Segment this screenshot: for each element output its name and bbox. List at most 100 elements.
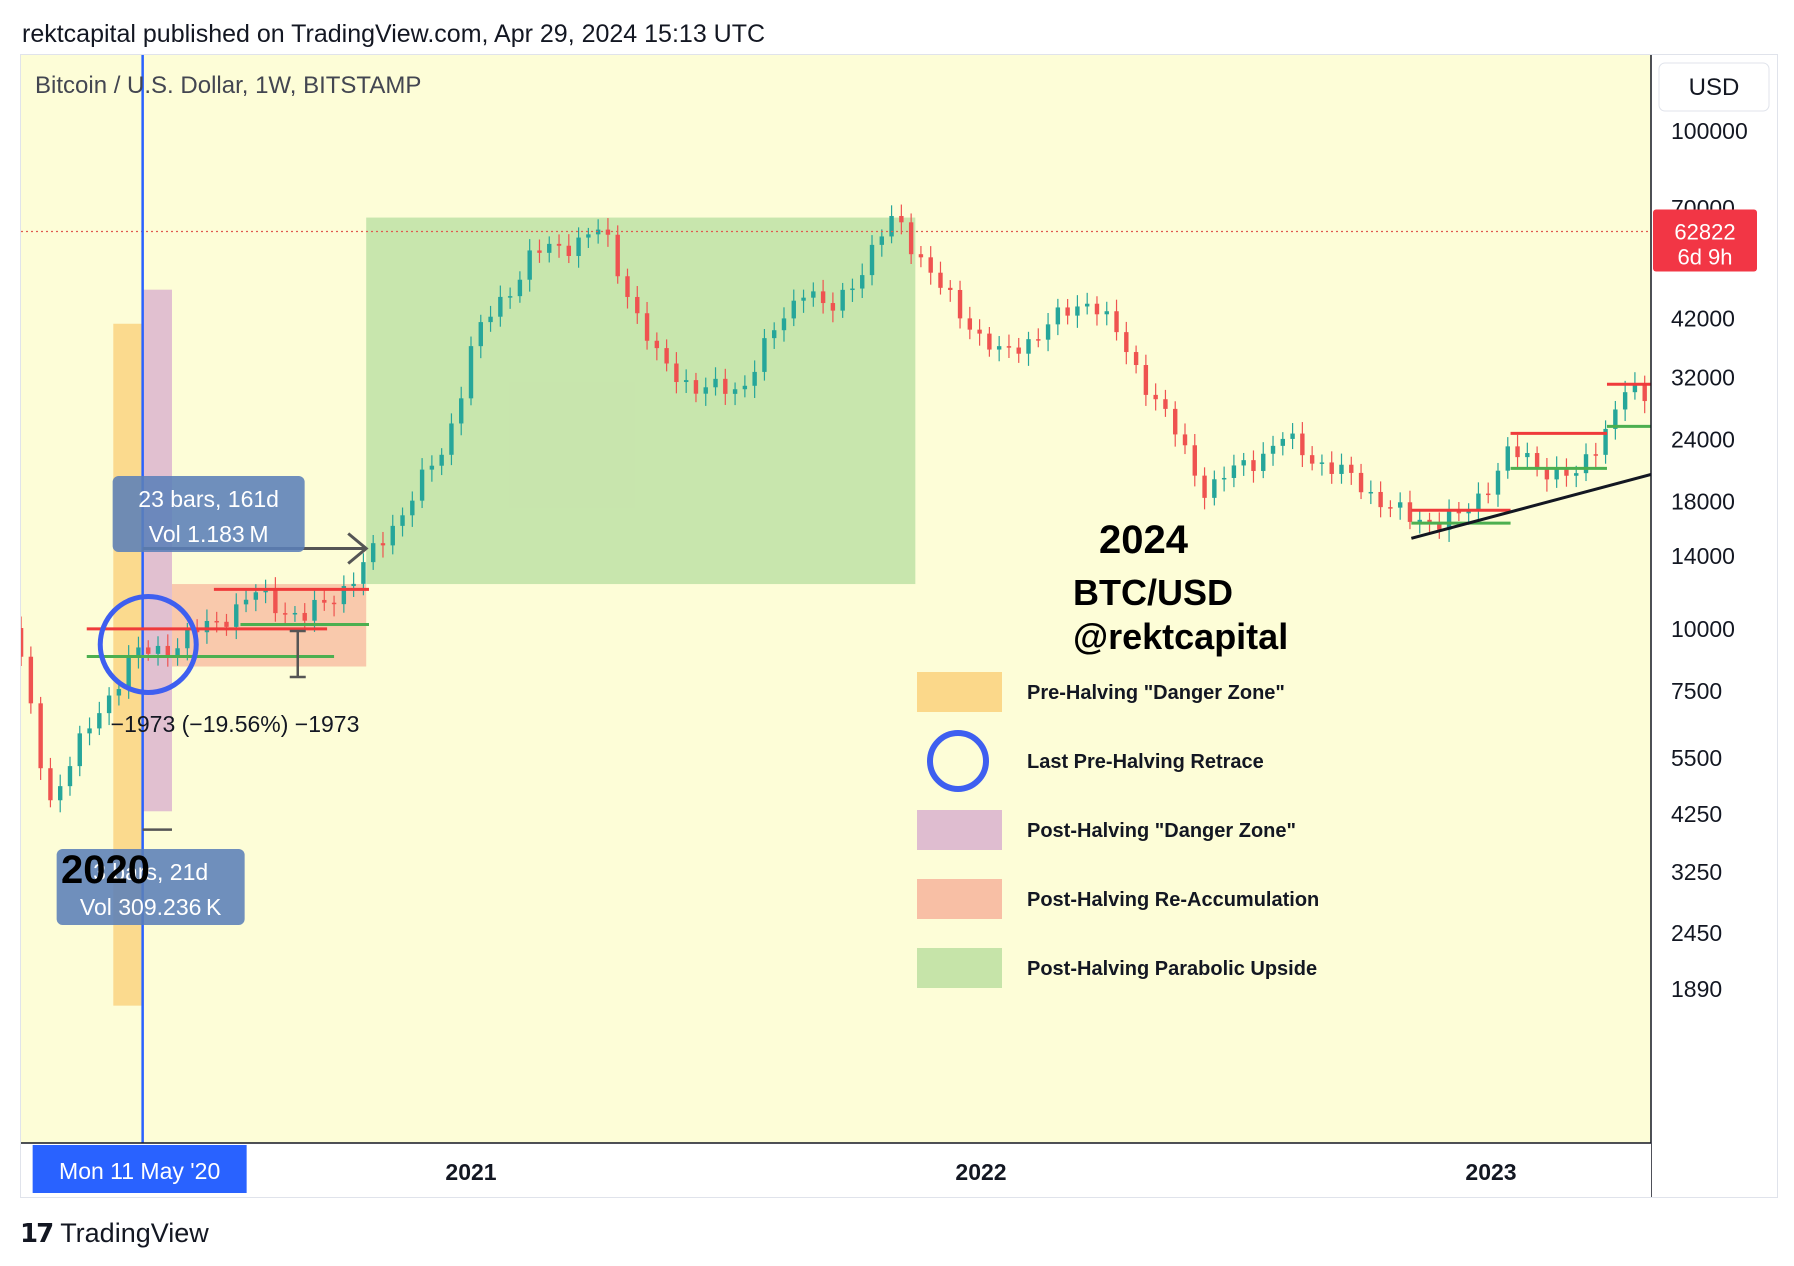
candle-body: [1309, 455, 1315, 464]
candle-body: [1270, 445, 1276, 454]
candle-body: [908, 222, 914, 255]
publisher-line: rektcapital published on TradingView.com…: [22, 20, 766, 48]
candle-body: [1084, 303, 1090, 307]
candle-body: [840, 289, 845, 311]
candle-body: [801, 297, 806, 301]
chart-canvas[interactable]: 3 bars, 21d Vol 309.236 K 23 bars, 161d Vol…: [21, 55, 1777, 1197]
candle-body: [703, 387, 708, 394]
candle-body: [938, 272, 943, 288]
price-tick-label: 2450: [1671, 920, 1722, 946]
currency-button-label[interactable]: USD: [1689, 74, 1740, 101]
candle-body: [1378, 491, 1383, 508]
candle-body: [762, 338, 767, 372]
candle-body: [1026, 339, 1031, 354]
range-box-2020-halving: 3 bars, 21d Vol 309.236 K: [56, 849, 245, 925]
candle-body: [253, 592, 259, 600]
retrace-circle-2020: [97, 594, 199, 696]
range-arrow-head: [347, 532, 369, 565]
candle-body: [400, 515, 405, 526]
candle-body: [1554, 467, 1559, 480]
currency-button[interactable]: [1658, 62, 1770, 112]
price-tick-label: 18000: [1671, 489, 1735, 515]
candle-body: [439, 454, 444, 466]
zone-parabolic-2020: [366, 217, 916, 585]
candle-body: [1446, 510, 1452, 530]
price-tick-label: 3250: [1671, 859, 1722, 885]
candle-body: [879, 236, 884, 245]
candle-body: [468, 346, 474, 399]
legend-swatch: [917, 948, 1002, 988]
candle-body: [214, 620, 219, 623]
date-tag-bg: [32, 1145, 247, 1193]
price-tick-label: 4250: [1671, 801, 1722, 827]
candle-body: [449, 423, 454, 455]
candle-body: [312, 599, 317, 621]
time-tick-label: 2021: [445, 1159, 496, 1185]
candle-body: [850, 288, 855, 291]
candle-body: [488, 316, 493, 323]
candle-body: [595, 229, 601, 235]
candle-body: [351, 583, 356, 587]
candle-body: [1534, 453, 1540, 469]
candle-body: [1006, 346, 1012, 348]
candle-body: [175, 648, 180, 657]
candle-body: [635, 296, 640, 314]
candle-body: [1104, 311, 1109, 315]
candle-body: [693, 380, 699, 394]
price-tick-label: 14000: [1671, 543, 1735, 569]
label-pair: BTC/USD: [1073, 572, 1233, 613]
candle-body: [1339, 464, 1344, 474]
candle-body: [136, 647, 141, 657]
candle-body: [1280, 438, 1286, 446]
candle-body: [948, 287, 953, 290]
candle-body: [1251, 460, 1256, 471]
candle-body: [977, 329, 982, 334]
candle-body: [1622, 392, 1628, 410]
candle-body: [820, 291, 826, 304]
candle-body: [1094, 303, 1100, 315]
range-box-bars: 3 bars, 21d: [93, 859, 208, 885]
candle-body: [547, 243, 552, 253]
candle-body: [1603, 428, 1608, 455]
candle-body: [1456, 510, 1462, 514]
candle-body: [1075, 306, 1080, 316]
candle-body: [1221, 477, 1227, 480]
tradingview-brand: TradingView: [60, 1218, 209, 1248]
candle-body: [507, 296, 513, 298]
time-tick-label: 2023: [1465, 1159, 1516, 1185]
candle-body: [556, 243, 562, 246]
range-box-volume: Vol 1.183 M: [149, 521, 269, 547]
candle-body: [341, 586, 347, 605]
candle-body: [654, 340, 660, 349]
candle-body: [459, 398, 464, 424]
candle-body: [1525, 453, 1530, 458]
legend-swatch: [917, 672, 1002, 712]
candle-body: [1476, 493, 1481, 512]
candle-body: [302, 612, 307, 621]
price-tick-label: 5500: [1671, 745, 1722, 771]
candle-body: [1437, 522, 1442, 530]
candle-body: [1173, 408, 1178, 435]
candle-body: [605, 229, 611, 235]
candle-body: [1486, 493, 1491, 496]
candle-body: [615, 234, 620, 277]
candle-body: [322, 599, 327, 603]
candle-body: [380, 543, 386, 546]
measure-bracket-2020: [289, 629, 306, 679]
price-tick-label: 100000: [1671, 118, 1748, 144]
candle-body: [419, 469, 425, 501]
candle-body: [1388, 507, 1393, 509]
range-box-2020-parabolic: 23 bars, 161d Vol 1.183 M: [112, 476, 305, 552]
axis-tags: Mon 11 May '20Mon 15 Apr '24628226d 9h: [32, 209, 1757, 1193]
candle-body: [1192, 445, 1197, 476]
candle-body: [869, 244, 875, 276]
candle-body: [928, 257, 933, 273]
candle-body: [1202, 475, 1207, 498]
price-tick-label: 42000: [1671, 306, 1735, 332]
candle-body: [967, 318, 973, 330]
tradingview-logo[interactable]: 17 TradingView: [20, 1218, 209, 1249]
candle-body: [1045, 324, 1051, 340]
candle-body: [1593, 454, 1598, 456]
candle-body: [1212, 479, 1217, 498]
legend-label: Post-Halving Re-Accumulation: [1027, 889, 1319, 911]
